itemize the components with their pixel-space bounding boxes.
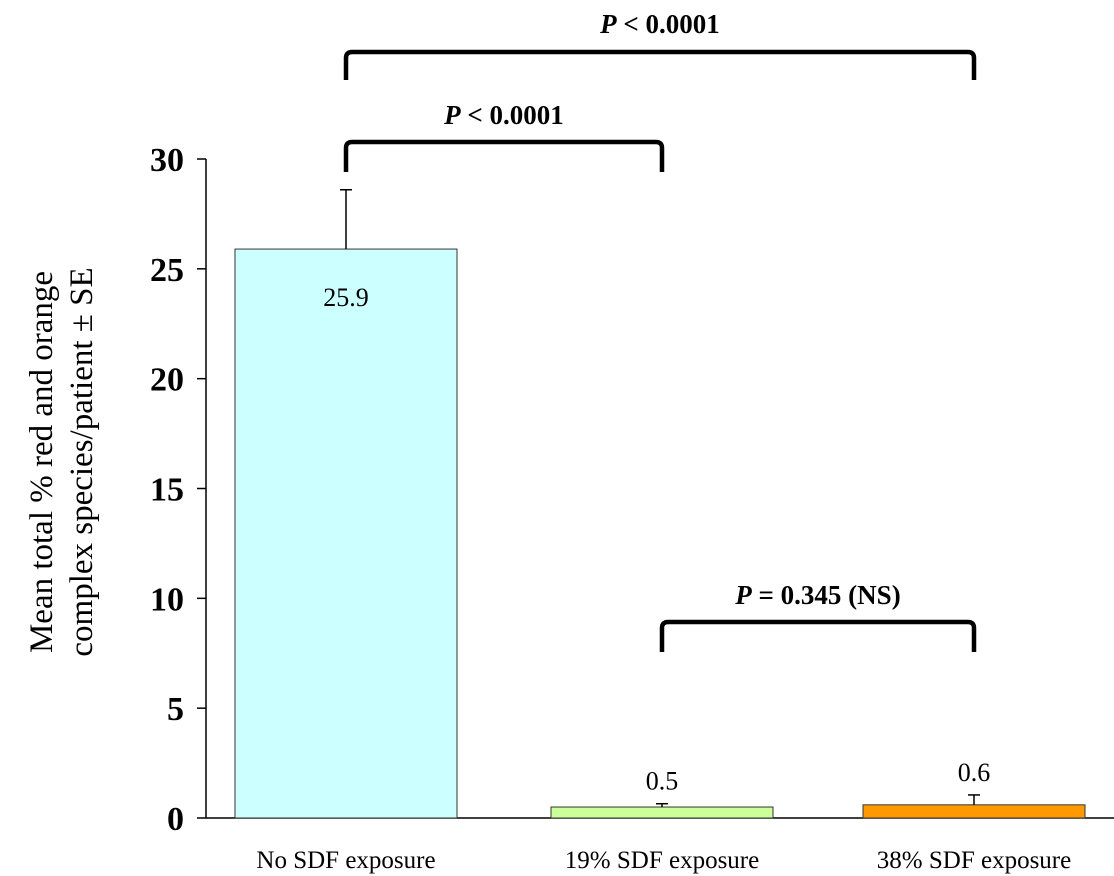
bar <box>862 804 1086 819</box>
significance-bracket <box>343 139 665 172</box>
y-tick-label: 20 <box>150 362 184 399</box>
significance-brackets: P < 0.0001 P < 0.0001 P = 0.345 (NS) <box>343 9 977 652</box>
y-tick-label: 25 <box>150 252 184 289</box>
significance-label: P < 0.0001 <box>443 100 564 130</box>
y-tick-label: 10 <box>150 581 184 618</box>
bars: 25.9 0.5 0.6 <box>234 189 1086 819</box>
x-tick-label: 19% SDF exposure <box>565 847 759 874</box>
y-axis-label: Mean total % red and orange complex spec… <box>24 267 100 656</box>
significance-bracket <box>659 619 977 652</box>
bar <box>234 248 458 819</box>
y-tick-label: 5 <box>167 691 184 728</box>
data-label: 0.6 <box>958 758 991 787</box>
significance-label: P = 0.345 (NS) <box>734 580 900 610</box>
y-tick-label: 15 <box>150 472 184 509</box>
x-tick-label: 38% SDF exposure <box>877 847 1071 874</box>
y-axis-label-line-1: Mean total % red and orange <box>24 271 60 653</box>
y-axis-label-line-2: complex species/patient ± SE <box>64 267 100 656</box>
y-tick-label: 30 <box>150 142 184 179</box>
x-tick-label: No SDF exposure <box>256 847 435 874</box>
data-label: 0.5 <box>646 767 679 796</box>
data-label: 25.9 <box>323 283 369 312</box>
significance-label: P < 0.0001 <box>599 9 720 39</box>
significance-bracket <box>343 49 977 80</box>
y-tick-label: 0 <box>167 801 184 838</box>
y-axis-ticks: 0 5 10 15 20 25 30 <box>150 142 206 838</box>
bar <box>550 806 774 819</box>
x-axis-tick-labels: No SDF exposure 19% SDF exposure 38% SDF e… <box>256 847 1071 874</box>
